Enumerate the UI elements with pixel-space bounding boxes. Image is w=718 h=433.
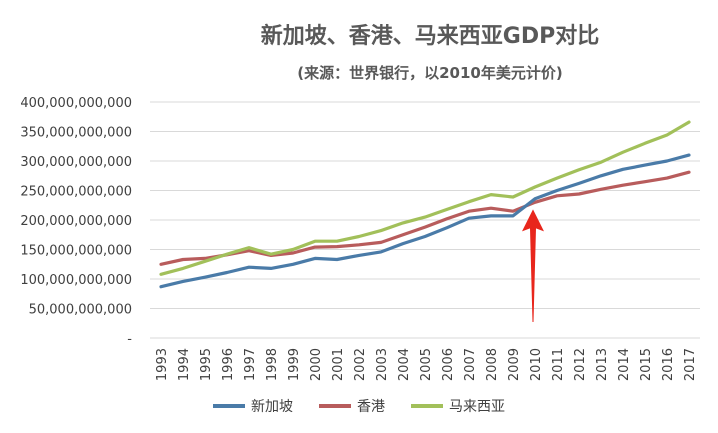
x-tick-label: 1993 [155,348,170,381]
y-tick-label: 400,000,000,000 [20,96,132,111]
y-tick-label: 350,000,000,000 [20,126,132,141]
legend-label: 香港 [357,399,385,415]
legend-label: 新加坡 [251,399,293,415]
x-tick-label: 2014 [617,348,632,381]
y-tick-label: - [127,332,132,347]
x-tick-label: 1997 [243,348,258,381]
x-tick-label: 1995 [199,348,214,381]
chart-subtitle: (来源：世界银行，以2010年美元计价) [297,64,563,82]
y-tick-label: 150,000,000,000 [20,244,132,259]
x-tick-label: 2011 [551,348,566,381]
x-tick-label: 1996 [221,348,236,381]
x-tick-label: 2015 [639,348,654,381]
x-axis-ticks: 1993 1994 1995 1996 1997 1998 1999 2000 2001 2002… [155,348,698,381]
series-line [159,153,691,289]
series-line [159,170,691,266]
legend-swatch [319,404,351,408]
chart-title: 新加坡、香港、马来西亚GDP对比 [260,24,600,49]
series-lines [159,120,691,289]
x-tick-label: 1998 [265,348,280,381]
y-tick-label: 50,000,000,000 [29,303,132,318]
x-tick-label: 2001 [331,348,346,381]
legend-label: 马来西亚 [449,399,505,415]
x-tick-label: 2016 [661,348,676,381]
legend-swatch [213,404,245,408]
x-tick-label: 2012 [573,348,588,381]
y-tick-label: 200,000,000,000 [20,214,132,229]
legend-item: 香港 [319,396,385,416]
legend: 新加坡 香港 马来西亚 [0,396,718,416]
x-tick-label: 2003 [375,348,390,381]
x-tick-label: 2004 [397,348,412,381]
x-tick-label: 2000 [309,348,324,381]
x-tick-label: 2005 [419,348,434,381]
x-tick-label: 1994 [177,348,192,381]
red-arrow-icon [522,209,544,322]
legend-item: 新加坡 [213,396,293,416]
y-tick-label: 100,000,000,000 [20,273,132,288]
x-tick-label: 2007 [463,348,478,381]
y-tick-label: 250,000,000,000 [20,185,132,200]
y-axis-ticks: - 50,000,000,000 100,000,000,000 150,000,00… [20,96,132,347]
x-tick-label: 2013 [595,348,610,381]
x-tick-label: 2009 [507,348,522,381]
series-line [159,120,691,276]
legend-swatch [411,404,443,408]
x-tick-label: 2008 [485,348,500,381]
x-tick-label: 2010 [529,348,544,381]
y-tick-label: 300,000,000,000 [20,155,132,170]
x-tick-label: 2017 [683,348,698,381]
grid-lines [150,101,700,339]
legend-item: 马来西亚 [411,396,505,416]
x-tick-label: 2006 [441,348,456,381]
annotation-arrow [522,209,544,322]
x-tick-label: 1999 [287,348,302,381]
x-tick-label: 2002 [353,348,368,381]
